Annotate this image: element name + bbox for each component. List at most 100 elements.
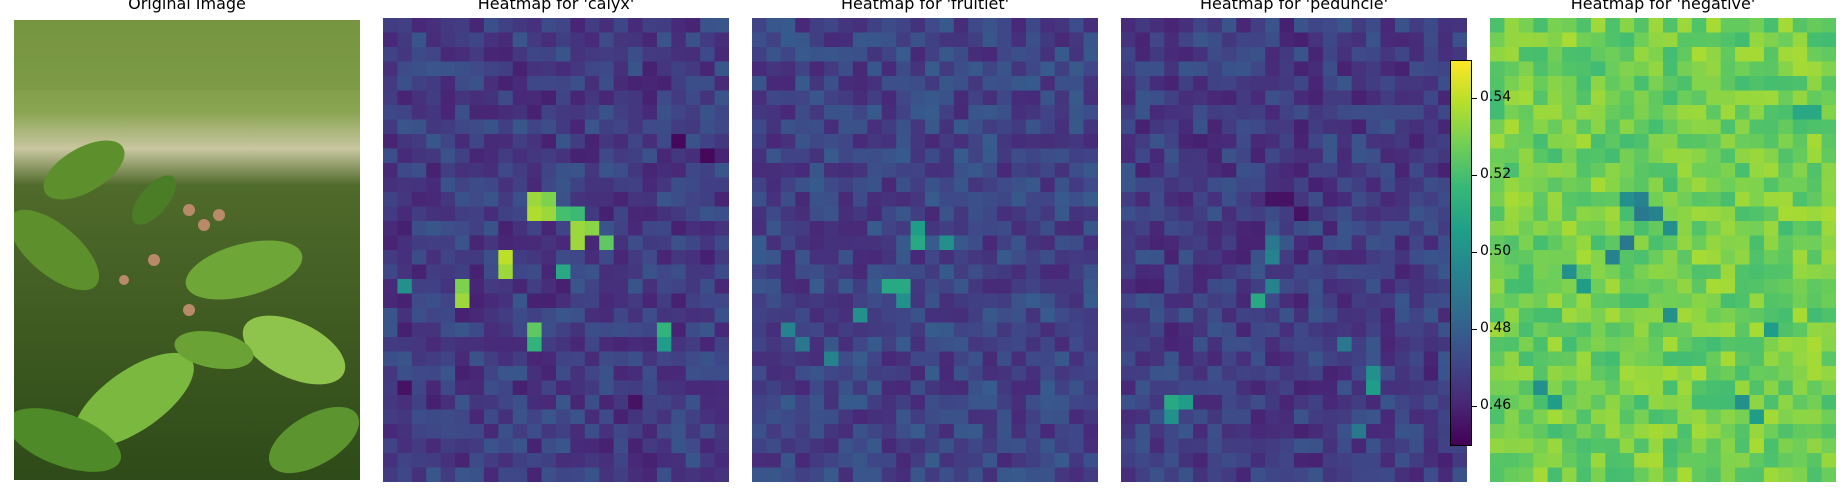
heatmap-cell <box>556 206 572 222</box>
heatmap-cell <box>411 264 427 280</box>
heatmap-cell <box>1663 61 1679 77</box>
heatmap-cell <box>397 453 413 469</box>
heatmap-cell <box>1394 467 1410 482</box>
heatmap-cell <box>1394 47 1410 63</box>
heatmap-cell <box>1562 235 1578 251</box>
heatmap-cell <box>1547 206 1563 222</box>
heatmap-cell <box>1135 467 1151 482</box>
heatmap-cell <box>1749 61 1765 77</box>
heatmap-cell <box>824 163 840 179</box>
heatmap-cell <box>968 32 984 48</box>
heatmap-cell <box>440 264 456 280</box>
heatmap-cell <box>397 366 413 382</box>
heatmap-cell <box>1619 47 1635 63</box>
heatmap-cell <box>1763 61 1779 77</box>
heatmap-cell <box>1294 337 1310 353</box>
heatmap-cell <box>584 467 600 482</box>
heatmap-cell <box>527 424 543 440</box>
heatmap-cell <box>1337 308 1353 324</box>
heatmap-cell <box>1619 177 1635 193</box>
heatmap-cell <box>1490 366 1506 382</box>
heatmap-cell <box>483 177 499 193</box>
heatmap-cell <box>1677 308 1693 324</box>
heatmap-cell <box>852 105 868 121</box>
heatmap-cell <box>1576 409 1592 425</box>
heatmap-cell <box>1178 32 1194 48</box>
heatmap-cell <box>1792 134 1808 150</box>
heatmap-cell <box>1250 395 1266 411</box>
heatmap-cell <box>953 221 969 237</box>
heatmap-cell <box>570 395 586 411</box>
heatmap-cell <box>383 438 399 454</box>
heatmap-cell <box>1792 366 1808 382</box>
heatmap-cell <box>1294 206 1310 222</box>
heatmap-cell <box>599 279 615 295</box>
heatmap-cell <box>1504 250 1520 266</box>
heatmap-cell <box>1438 453 1454 469</box>
heatmap-cell <box>469 76 485 92</box>
heatmap-cell <box>896 177 912 193</box>
heatmap-cell <box>809 424 825 440</box>
heatmap-cell <box>714 264 729 280</box>
heatmap-cell <box>1250 409 1266 425</box>
heatmap-cell <box>1149 395 1165 411</box>
heatmap-cell <box>1178 221 1194 237</box>
heatmap-cell <box>685 351 701 367</box>
heatmap-cell <box>1149 438 1165 454</box>
heatmap-cell <box>411 221 427 237</box>
heatmap-cell <box>925 424 941 440</box>
heatmap-cell <box>1025 424 1041 440</box>
heatmap-cell <box>1294 177 1310 193</box>
heatmap-cell <box>1423 177 1439 193</box>
heatmap-cell <box>556 293 572 309</box>
heatmap-cell <box>527 61 543 77</box>
heatmap-cell <box>570 61 586 77</box>
heatmap-cell <box>1778 76 1794 92</box>
heatmap-cell <box>1337 337 1353 353</box>
heatmap-cell <box>939 148 955 164</box>
heatmap-cell <box>1394 380 1410 396</box>
heatmap-cell <box>426 279 442 295</box>
heatmap-cell <box>1821 18 1836 34</box>
heatmap-cell <box>1706 366 1722 382</box>
heatmap-cell <box>939 264 955 280</box>
heatmap-cell <box>570 221 586 237</box>
heatmap-cell <box>1720 467 1736 482</box>
heatmap-cell <box>1380 192 1396 208</box>
heatmap-cell <box>671 395 687 411</box>
heatmap-cell <box>1394 134 1410 150</box>
heatmap-cell <box>1069 221 1085 237</box>
heatmap-cell <box>1193 453 1209 469</box>
heatmap-cell <box>1619 18 1635 34</box>
heatmap-cell <box>1178 192 1194 208</box>
heatmap-cell <box>1778 32 1794 48</box>
heatmap-cell <box>1648 119 1664 135</box>
heatmap-cell <box>1792 119 1808 135</box>
heatmap-cell <box>483 134 499 150</box>
heatmap-cell <box>968 250 984 266</box>
heatmap-cell <box>1351 337 1367 353</box>
heatmap-cell <box>1720 308 1736 324</box>
heatmap-cell <box>1294 163 1310 179</box>
heatmap-cell <box>383 134 399 150</box>
heatmap-cell <box>556 61 572 77</box>
heatmap-cell <box>1164 47 1180 63</box>
heatmap-cell <box>411 337 427 353</box>
heatmap-cell <box>1691 279 1707 295</box>
heatmap-cell <box>1648 61 1664 77</box>
heatmap-cell <box>1706 438 1722 454</box>
heatmap-cell <box>1763 206 1779 222</box>
heatmap-cell <box>1807 47 1823 63</box>
heatmap-cell <box>1040 76 1056 92</box>
heatmap-cell <box>795 221 811 237</box>
heatmap-cell <box>824 293 840 309</box>
heatmap-cell <box>714 322 729 338</box>
heatmap-cell <box>1069 148 1085 164</box>
heatmap-cell <box>968 105 984 121</box>
heatmap-cell <box>527 18 543 34</box>
heatmap-cell <box>714 221 729 237</box>
heatmap-cell <box>1763 264 1779 280</box>
heatmap-cell <box>1533 337 1549 353</box>
heatmap-cell <box>910 148 926 164</box>
heatmap-cell <box>1518 148 1534 164</box>
